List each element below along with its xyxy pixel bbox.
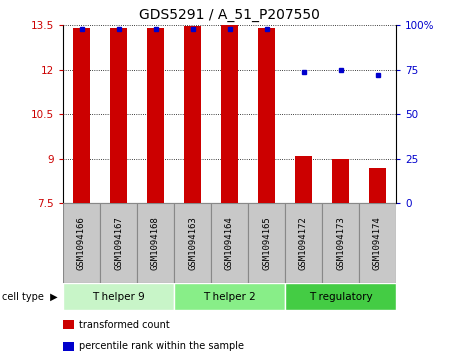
Bar	[359, 203, 396, 283]
Title: GDS5291 / A_51_P207550: GDS5291 / A_51_P207550	[139, 8, 320, 22]
Text: GSM1094165: GSM1094165	[262, 216, 271, 270]
Text: cell type  ▶: cell type ▶	[2, 292, 58, 302]
Text: transformed count: transformed count	[79, 319, 170, 330]
Bar	[110, 28, 127, 203]
Text: GSM1094167: GSM1094167	[114, 216, 123, 270]
Bar	[63, 203, 100, 283]
Bar	[73, 28, 90, 203]
Bar	[285, 203, 322, 283]
Bar	[285, 283, 396, 310]
Text: T regulatory: T regulatory	[309, 292, 372, 302]
Text: T helper 2: T helper 2	[203, 292, 256, 302]
Text: GSM1094173: GSM1094173	[336, 216, 345, 270]
Text: GSM1094172: GSM1094172	[299, 216, 308, 270]
Bar	[100, 203, 137, 283]
Text: T helper 9: T helper 9	[92, 292, 145, 302]
Bar	[295, 156, 312, 203]
Text: GSM1094168: GSM1094168	[151, 216, 160, 270]
Bar	[369, 168, 386, 203]
Bar	[258, 28, 275, 203]
Text: GSM1094163: GSM1094163	[188, 216, 197, 270]
Bar	[147, 28, 164, 203]
Bar	[248, 203, 285, 283]
Bar	[322, 203, 359, 283]
Bar	[174, 203, 211, 283]
Text: GSM1094164: GSM1094164	[225, 216, 234, 270]
Text: percentile rank within the sample: percentile rank within the sample	[79, 341, 244, 351]
Bar	[184, 26, 201, 203]
Bar	[137, 203, 174, 283]
Bar	[63, 283, 174, 310]
Bar	[332, 159, 349, 203]
Text: GSM1094166: GSM1094166	[77, 216, 86, 270]
Text: GSM1094174: GSM1094174	[373, 216, 382, 270]
Bar	[174, 283, 285, 310]
Bar	[211, 203, 248, 283]
Bar	[221, 25, 238, 203]
